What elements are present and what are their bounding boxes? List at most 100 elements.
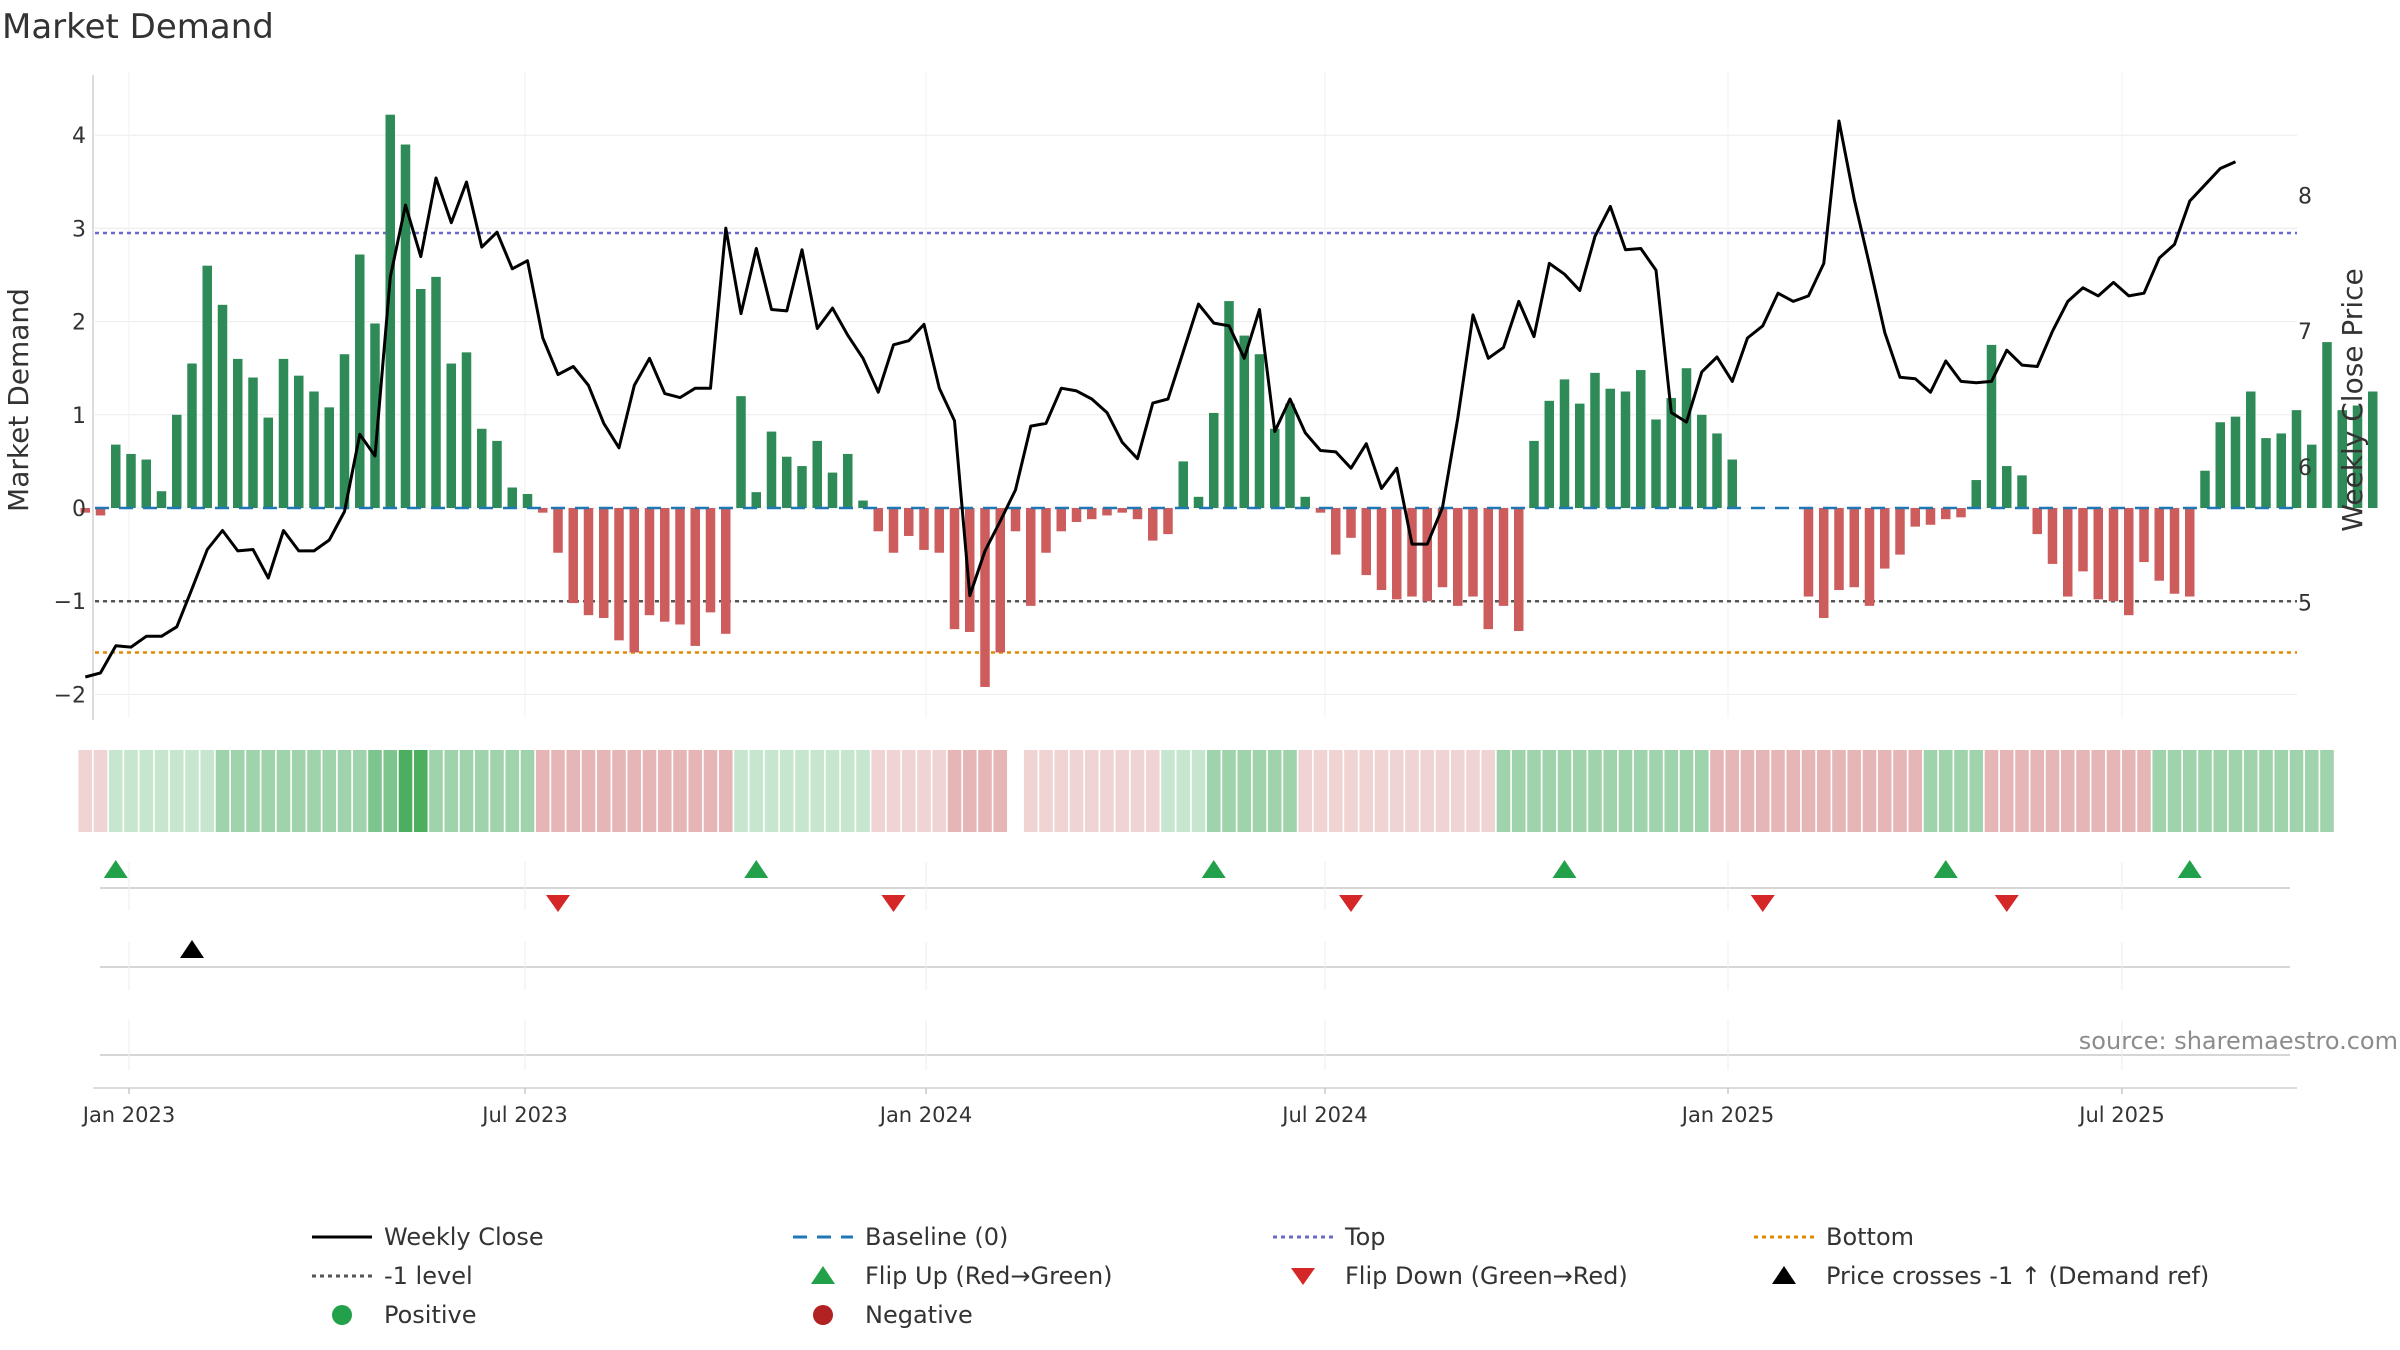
positive-bar	[339, 354, 350, 508]
strip-negative-cell	[1039, 750, 1053, 832]
strip-negative-cell	[947, 750, 962, 832]
negative-bar	[2169, 508, 2180, 594]
negative-bar	[934, 508, 944, 553]
positive-bar	[446, 363, 456, 508]
strip-negative-cell	[1100, 750, 1114, 832]
strip-positive-cell	[490, 750, 504, 832]
positive-bar	[416, 288, 426, 508]
strip-negative-cell	[1054, 750, 1069, 832]
legend-item: Flip Down (Green→Red)	[1291, 1262, 1628, 1290]
negative-bar	[583, 508, 594, 616]
strip-positive-cell	[2228, 750, 2243, 832]
positive-bar	[2215, 422, 2225, 508]
strip-negative-cell	[1908, 750, 1923, 832]
positive-bar	[1605, 388, 1615, 508]
legend-label: Flip Down (Green→Red)	[1345, 1262, 1628, 1290]
strip-positive-cell	[1923, 750, 1938, 832]
reference-lines	[95, 231, 2297, 654]
positive-bar	[294, 375, 304, 508]
x-tick-label: Jul 2025	[2077, 1103, 2164, 1127]
positive-bar	[1727, 459, 1737, 508]
legend-label: Positive	[384, 1301, 477, 1329]
strip-positive-cell	[1191, 750, 1206, 832]
negative-bar	[1498, 508, 1509, 606]
x-tick-label: Jan 2024	[878, 1103, 973, 1127]
positive-bar	[1681, 368, 1692, 508]
strip-positive-cell	[856, 750, 870, 832]
flip-up-marker	[1552, 860, 1577, 878]
strip-negative-cell	[1710, 750, 1724, 832]
x-tick-label: Jul 2024	[1280, 1103, 1367, 1127]
strip-negative-cell	[2045, 750, 2060, 832]
positive-bar	[111, 444, 121, 508]
positive-bar	[827, 472, 838, 508]
negative-bar	[1010, 508, 1021, 532]
strip-negative-cell	[2106, 750, 2121, 832]
strip-negative-cell	[703, 750, 718, 832]
positive-bar	[507, 487, 517, 508]
flip-down-marker	[1994, 895, 2019, 912]
negative-bar	[1026, 508, 1036, 606]
negative-bar	[1925, 508, 1936, 525]
flip-up-marker	[1201, 860, 1226, 878]
strip-positive-cell	[2167, 750, 2182, 832]
strip-positive-cell	[459, 750, 474, 832]
negative-bar	[644, 508, 655, 616]
positive-bar	[1986, 344, 1997, 508]
negative-bar	[705, 508, 716, 613]
legend-label: -1 level	[384, 1262, 473, 1290]
strip-negative-cell	[627, 750, 642, 832]
strip-negative-cell	[1740, 750, 1755, 832]
x-tick-label: Jan 2025	[1680, 1103, 1775, 1127]
negative-bar	[2093, 508, 2103, 600]
strip-negative-cell	[993, 750, 1008, 832]
strip-positive-cell	[474, 750, 489, 832]
negative-bar	[80, 508, 90, 513]
strip-positive-cell	[322, 750, 337, 832]
strip-negative-cell	[2137, 750, 2151, 832]
positive-bar	[461, 352, 472, 508]
negative-bar	[1132, 508, 1143, 520]
strip-negative-cell	[2015, 750, 2029, 832]
strip-positive-cell	[1649, 750, 1663, 832]
strip-negative-cell	[642, 750, 657, 832]
positive-bar	[1559, 379, 1570, 508]
positive-bar	[1239, 335, 1249, 508]
strip-positive-cell	[230, 750, 245, 832]
positive-bar	[1544, 400, 1554, 508]
negative-bar	[1315, 508, 1326, 513]
positive-bar	[263, 417, 273, 508]
positive-bar	[1651, 419, 1661, 508]
strip-negative-cell	[1435, 750, 1450, 832]
strip-negative-cell	[1725, 750, 1740, 832]
weekly-close-line	[84, 119, 2237, 679]
y-tick-label: −1	[54, 590, 86, 615]
negative-bar	[1849, 508, 1859, 588]
negative-bar	[965, 508, 975, 632]
positive-bar	[2276, 433, 2286, 508]
strip-negative-cell	[1420, 750, 1435, 832]
strip-positive-cell	[1557, 750, 1572, 832]
legend-swatch	[811, 1266, 835, 1284]
negative-bar	[599, 508, 609, 618]
strip-positive-cell	[307, 750, 321, 832]
negative-bar	[1117, 508, 1127, 513]
strip-negative-cell	[551, 750, 565, 832]
strip-positive-cell	[749, 750, 764, 832]
strip-positive-cell	[2182, 750, 2197, 832]
y-tick-label: 4	[72, 124, 86, 149]
positive-bar	[736, 396, 746, 508]
strip-negative-cell	[886, 750, 901, 832]
positive-bar	[1666, 398, 1676, 508]
strip-negative-cell	[1374, 750, 1389, 832]
positive-bar	[1254, 354, 1265, 508]
strip-positive-cell	[2213, 750, 2228, 832]
strip-positive-cell	[124, 750, 138, 832]
strip-negative-cell	[2030, 750, 2045, 832]
negative-bar	[1956, 508, 1966, 518]
legend-swatch	[332, 1305, 352, 1325]
negative-bar	[949, 508, 960, 630]
negative-bar	[1468, 508, 1478, 597]
strip-negative-cell	[612, 750, 626, 832]
